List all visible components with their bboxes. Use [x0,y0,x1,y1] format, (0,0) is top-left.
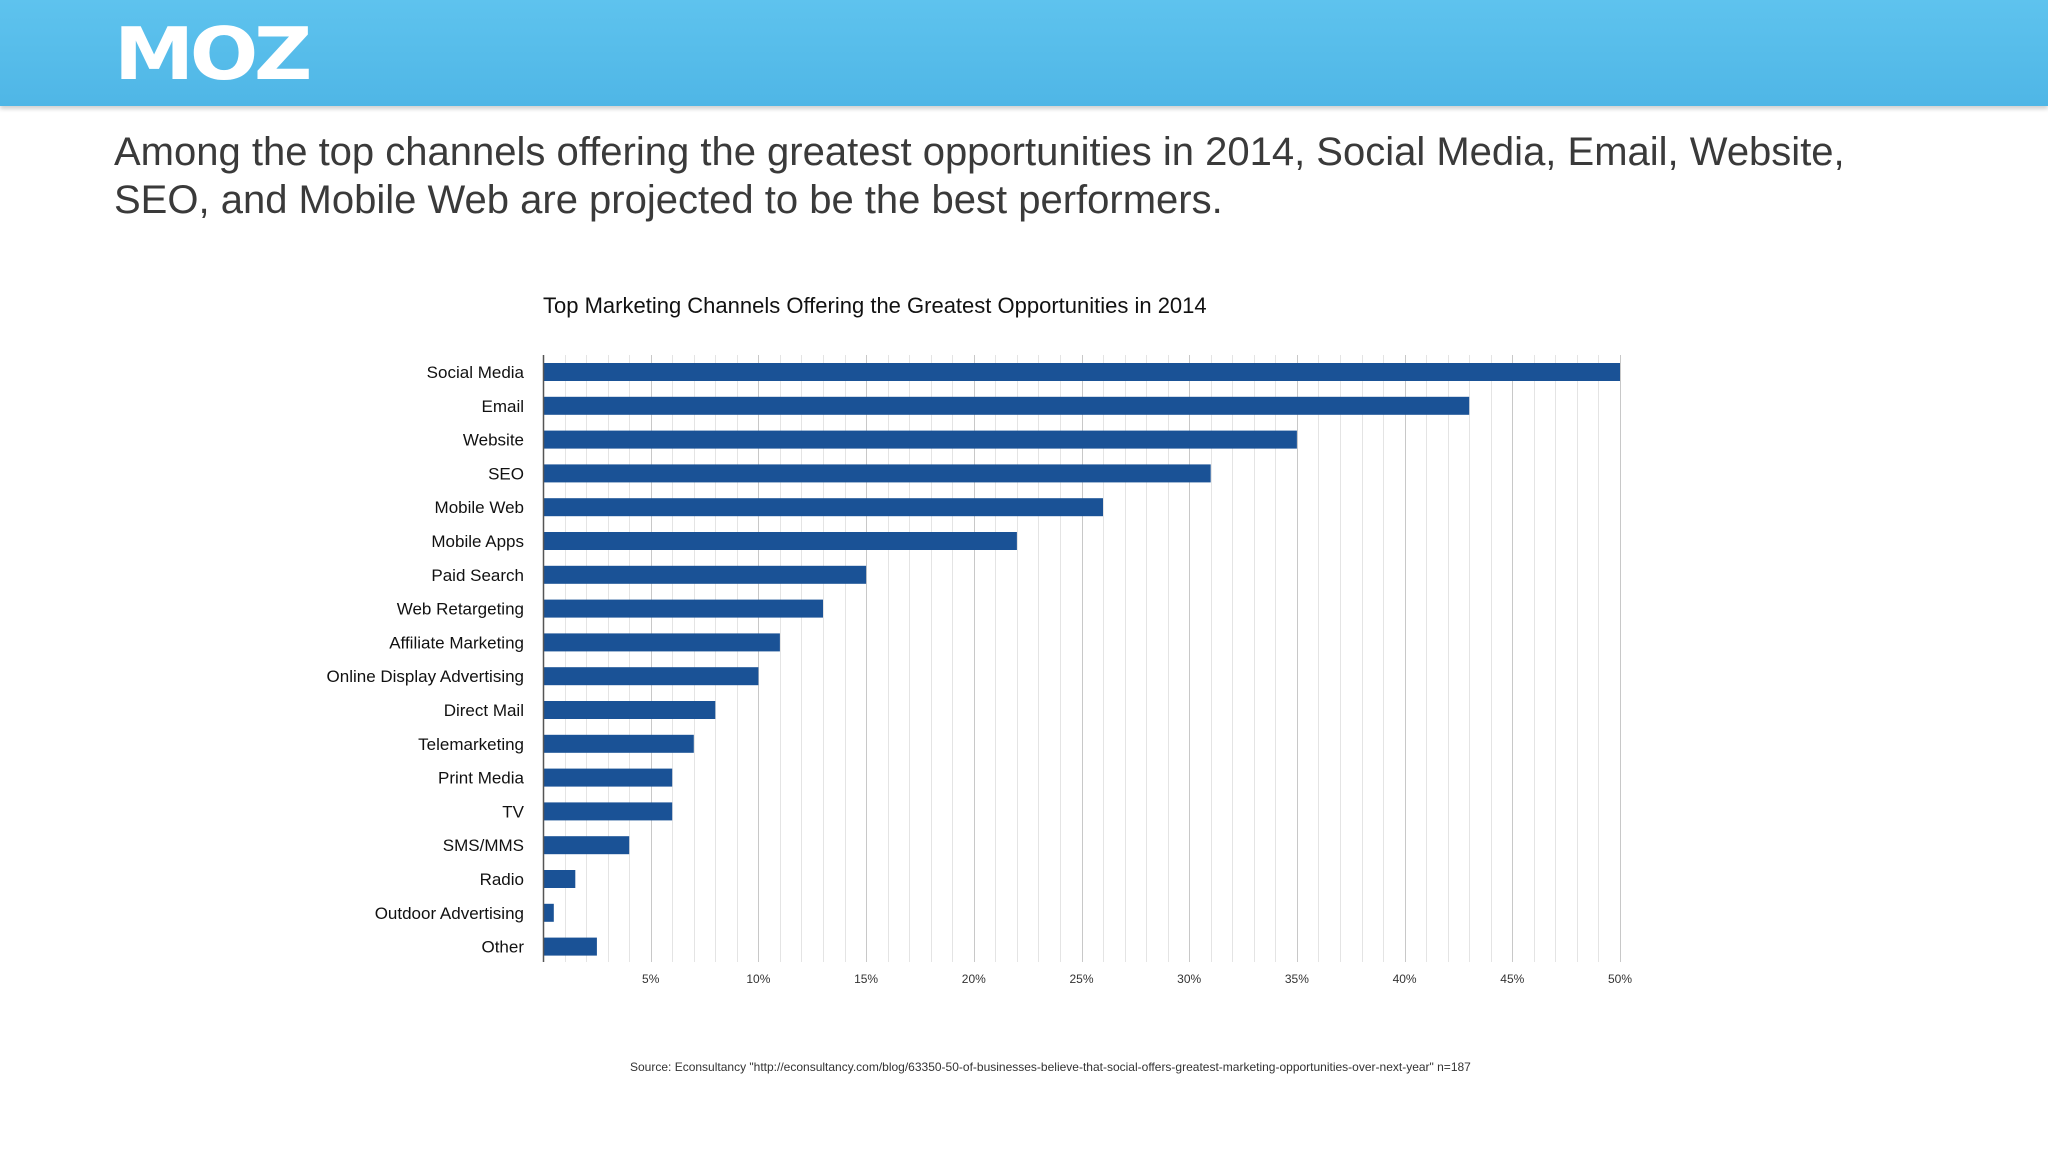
bar [543,498,1103,517]
bar [543,903,554,922]
category-label: SEO [488,464,524,483]
bar [543,532,1017,550]
bar [543,734,694,753]
x-tick-label: 25% [1069,972,1093,986]
category-label: Web Retargeting [397,600,524,619]
category-labels: Social Media Email Website SEO Mobile Web Mob… [327,363,525,957]
bar [543,667,759,686]
x-tick-label: 45% [1500,972,1524,986]
category-label: Radio [480,870,524,889]
x-tick-label: 50% [1608,972,1632,986]
category-label: Mobile Web [435,498,524,517]
bar [543,633,780,652]
category-label: Direct Mail [444,701,524,720]
bar [543,396,1470,415]
x-tick-label: 30% [1177,972,1201,986]
category-label: Affiliate Marketing [389,633,524,652]
moz-logo: MOZ [114,12,312,96]
category-label: SMS/MMS [443,836,524,855]
x-tick-label: 5% [642,972,660,986]
bar [543,599,823,618]
category-label: Other [481,938,524,957]
category-label: Website [463,431,524,450]
category-label: Print Media [438,769,525,788]
bar [543,870,576,888]
headline: Among the top channels offering the grea… [114,130,1845,222]
category-label: Mobile Apps [431,532,524,551]
source-note: Source: Econsultancy "http://econsultanc… [630,1060,1471,1074]
category-label: Online Display Advertising [327,667,524,686]
bar [543,430,1297,449]
category-label: Outdoor Advertising [375,904,524,923]
x-tick-label: 15% [854,972,878,986]
bar [543,802,673,821]
bar [543,937,597,956]
bar [543,363,1620,381]
x-tick-label: 35% [1285,972,1309,986]
grid-lines [565,355,1621,962]
bar [543,768,673,787]
category-label: TV [502,802,524,821]
x-tick-labels: 5% 10% 15% 20% 25% 30% 35% 40% 45% 50% [642,972,1632,986]
bars [543,363,1620,956]
category-label: Social Media [427,363,525,382]
category-label: Email [481,397,524,416]
bar [543,464,1211,483]
bar [543,701,716,719]
x-tick-label: 10% [746,972,770,986]
header-bar: MOZ [0,0,2048,106]
x-tick-label: 20% [962,972,986,986]
bar [543,836,630,855]
category-label: Telemarketing [418,735,524,754]
x-tick-label: 40% [1393,972,1417,986]
category-label: Paid Search [431,566,524,585]
chart-title: Top Marketing Channels Offering the Grea… [543,293,1207,318]
bar [543,565,867,584]
